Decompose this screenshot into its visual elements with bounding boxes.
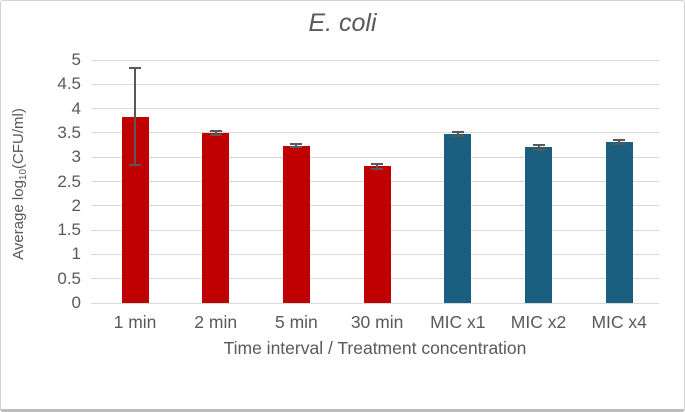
- gridline: [91, 83, 659, 85]
- y-tick-label: 4.5: [57, 74, 81, 94]
- error-bar-cap-bottom: [613, 142, 626, 145]
- error-bar-cap-top: [209, 130, 222, 133]
- error-bar-cap-bottom: [451, 135, 464, 138]
- y-tick-label: 2: [71, 195, 81, 215]
- y-tick-label: 0.5: [57, 268, 81, 288]
- y-tick-label: 5: [71, 50, 81, 69]
- error-bar-cap-bottom: [290, 145, 303, 148]
- gridline: [91, 156, 659, 158]
- error-bar-cap-top: [371, 163, 384, 165]
- error-bar-cap-bottom: [371, 167, 384, 170]
- y-tick-label: 3.5: [57, 122, 81, 142]
- error-bar-whisker: [295, 144, 298, 147]
- x-tick-label-30-min: 30 min: [350, 312, 404, 332]
- y-tick-label: 3: [71, 147, 81, 167]
- y-tick-label: 2.5: [57, 171, 81, 191]
- x-tick-label-2-min: 2 min: [194, 312, 238, 332]
- x-tick-label-5-min: 5 min: [274, 312, 318, 332]
- gridline: [91, 59, 659, 61]
- y-tick-label: 4: [71, 98, 81, 118]
- bar-mic-x2: [525, 147, 552, 303]
- y-tick-label: 1.5: [57, 220, 81, 240]
- x-axis-line: [91, 302, 659, 304]
- bar-30-min: [363, 166, 391, 303]
- bar-mic-x4: [605, 141, 633, 303]
- error-bar-cap-top: [451, 131, 464, 134]
- x-axis-title: Time interval / Treatment concentration: [223, 338, 527, 358]
- y-tick-label: 1: [71, 244, 81, 264]
- gridline: [91, 132, 659, 134]
- x-tick-label-1-min: 1 min: [113, 312, 157, 332]
- error-bar-whisker: [376, 164, 379, 169]
- error-bar-cap-bottom: [532, 148, 545, 151]
- error-bar-cap-top: [129, 67, 141, 70]
- error-bar-cap-bottom: [129, 164, 141, 167]
- bar-2-min: [202, 133, 230, 303]
- error-bar-whisker: [537, 145, 540, 150]
- error-bar-cap-top: [290, 143, 303, 146]
- error-bar-cap-top: [532, 144, 545, 147]
- bar-5-min: [282, 145, 310, 303]
- error-bar-whisker: [618, 139, 621, 144]
- chart-title: E. coli: [308, 9, 377, 37]
- error-bar-whisker: [134, 68, 136, 166]
- gridline: [91, 108, 659, 110]
- x-tick-label-mic-x4: MIC x4: [591, 312, 647, 332]
- y-tick-label: 0: [71, 293, 81, 312]
- x-tick-label-mic-x2: MIC x2: [510, 312, 567, 332]
- error-bar-whisker: [214, 131, 217, 136]
- error-bar-cap-bottom: [209, 134, 222, 137]
- x-tick-label-mic-x1: MIC x1: [430, 312, 486, 332]
- error-bar-whisker: [456, 132, 459, 137]
- bar-mic-x1: [444, 134, 472, 303]
- error-bar-cap-top: [613, 138, 626, 141]
